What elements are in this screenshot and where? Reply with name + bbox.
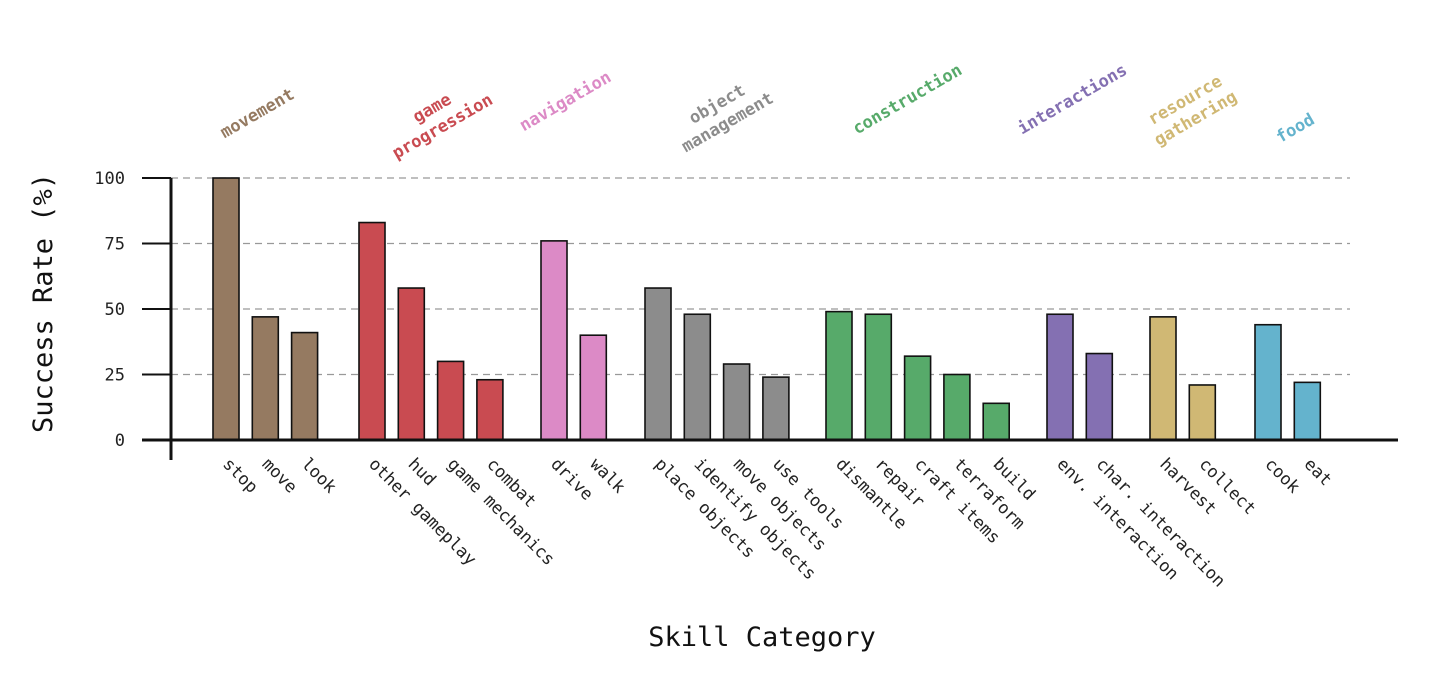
x-tick-label: move [258, 454, 301, 497]
group-label: movement [217, 85, 298, 143]
bar [762, 376, 790, 441]
bar [1188, 384, 1217, 441]
bar [864, 313, 893, 441]
group-labels: movement gameprogression navigation objectm… [217, 60, 1318, 163]
bars [212, 177, 1322, 441]
bar [644, 287, 672, 441]
bar [982, 402, 1011, 441]
group-label: interactions [1014, 60, 1130, 139]
bar [290, 331, 319, 441]
y-tick-label: 75 [105, 235, 125, 255]
bar [825, 310, 853, 441]
bar [1293, 381, 1322, 441]
bar [251, 316, 280, 441]
y-ticks: 0 25 50 75 100 [94, 169, 171, 451]
group-label: navigation [516, 67, 615, 136]
bar [1254, 323, 1282, 441]
bar [683, 313, 712, 441]
group-label: resourcegathering [1140, 69, 1240, 151]
y-tick-label: 50 [105, 300, 125, 320]
y-axis-title: Success Rate (%) [28, 173, 59, 433]
y-tick-label: 0 [115, 431, 125, 451]
x-tick-label: look [297, 454, 340, 497]
x-tick-label: stop [218, 454, 261, 497]
x-tick-label: drive [546, 454, 596, 504]
bar [436, 360, 465, 441]
bar [397, 287, 426, 441]
y-tick-label: 100 [94, 169, 125, 189]
group-label: food [1273, 110, 1318, 148]
bar [903, 355, 932, 441]
bar [358, 221, 386, 441]
x-tick-label: eat [1300, 454, 1336, 490]
bar [476, 378, 504, 441]
group-label: construction [849, 60, 965, 139]
y-tick-label: 25 [105, 366, 125, 386]
bar [579, 334, 608, 441]
x-axis-title: Skill Category [648, 622, 876, 653]
bar [943, 373, 971, 441]
x-tick-label: cook [1260, 454, 1303, 497]
bar [1046, 313, 1074, 441]
bar [540, 240, 568, 441]
bar [1149, 316, 1177, 441]
bar [212, 177, 240, 441]
group-label: objectmanagement [668, 70, 777, 157]
group-label: gameprogression [378, 72, 496, 164]
bar [1085, 352, 1114, 441]
bar [722, 363, 751, 441]
